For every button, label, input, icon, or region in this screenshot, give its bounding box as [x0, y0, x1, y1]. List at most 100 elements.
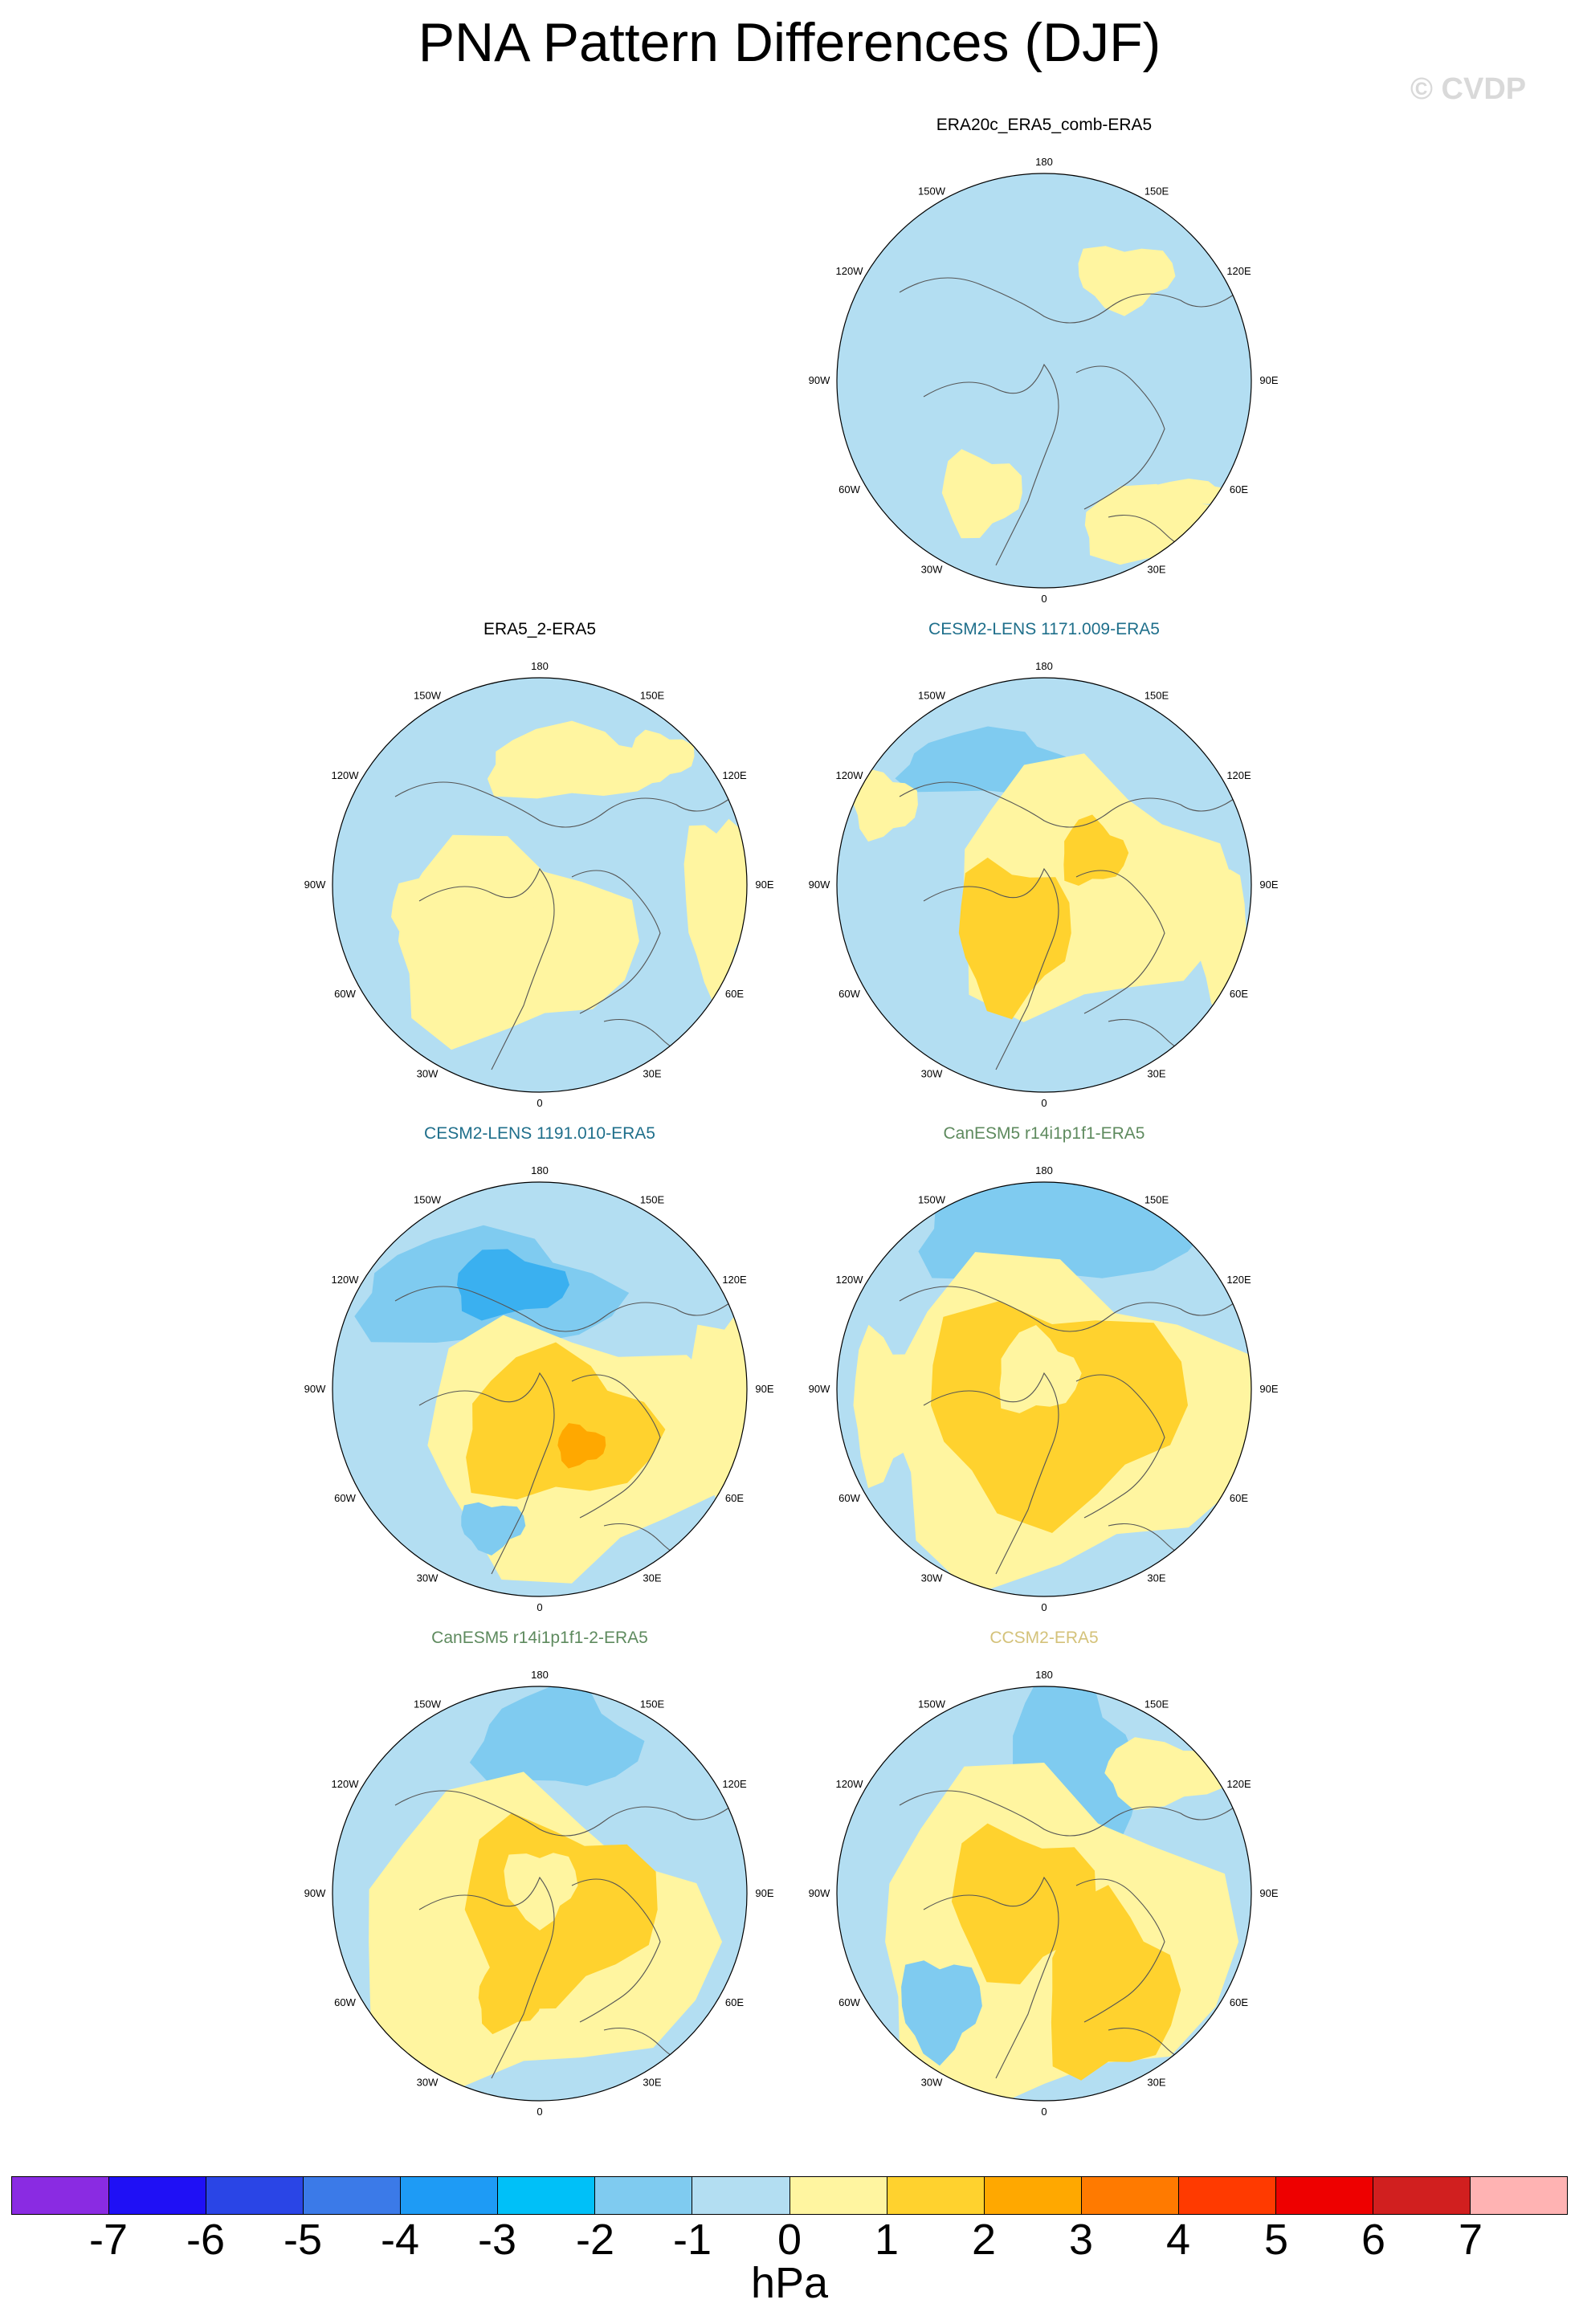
contour-region	[391, 875, 536, 966]
longitude-label: 30E	[643, 2077, 661, 2089]
colorbar-box	[12, 2177, 110, 2214]
map-border	[332, 1181, 748, 1597]
longitude-label: 30E	[1147, 1068, 1165, 1080]
longitude-label: 150E	[640, 1193, 665, 1205]
polar-map: 180 0 150W 150E 120W 120E 90W 90E 60W 60E 30W 30E	[304, 1164, 774, 1613]
longitude-label: 0	[537, 2106, 542, 2118]
contour-region	[1051, 1885, 1181, 2081]
longitude-label: 150W	[918, 1193, 946, 1205]
longitude-label: 120E	[1226, 1778, 1251, 1790]
coastline	[899, 277, 1238, 566]
colorbar-box	[984, 2177, 1082, 2214]
coastline	[394, 781, 733, 1070]
longitude-label: 120E	[1226, 1274, 1251, 1286]
longitude-label: 60E	[725, 1996, 744, 2008]
longitude-label: 120E	[722, 769, 747, 781]
watermark: © CVDP	[1410, 72, 1527, 106]
contour-region	[683, 818, 747, 1010]
map-panel-2: ERA5_2-ERA5 180 0 150W 150E 120W 120E 90W 90E 60…	[299, 620, 781, 1134]
longitude-label: 120E	[1226, 769, 1251, 781]
colorbar-box	[887, 2177, 985, 2214]
colorbar-tick: -5	[283, 2216, 323, 2264]
longitude-label: 30W	[921, 1068, 943, 1080]
longitude-label: 30W	[921, 564, 943, 576]
contour-region	[557, 1423, 606, 1469]
longitude-label: 120W	[836, 1778, 864, 1790]
map-field	[837, 678, 1251, 1092]
colorbar-tick: -3	[477, 2216, 517, 2264]
polar-map: 180 0 150W 150E 120W 120E 90W 90E 60W 60E 30W 30E	[809, 1669, 1279, 2118]
map-border	[332, 1686, 748, 2102]
longitude-label: 0	[1041, 1097, 1047, 1109]
map-panel-7: CCSM2-ERA5 180 0 150W 150E 120W 120E 90W 90E 60W…	[803, 1629, 1285, 2143]
contour-region	[918, 1182, 1208, 1280]
longitude-label: 30W	[417, 2077, 439, 2089]
map-border	[836, 1686, 1252, 2102]
contour-region	[1078, 246, 1176, 316]
polar-map: 180 0 150W 150E 120W 120E 90W 90E 60W 60E 30W 30E	[809, 156, 1279, 605]
contour-region	[466, 1342, 666, 1500]
longitude-label: 90E	[1259, 374, 1278, 386]
panel-title: CESM2-LENS 1171.009-ERA5	[928, 620, 1160, 638]
map-border	[836, 173, 1252, 589]
colorbar-tick: -6	[186, 2216, 226, 2264]
polar-map: 180 0 150W 150E 120W 120E 90W 90E 60W 60E 30W 30E	[304, 1669, 774, 2118]
panel-title: ERA5_2-ERA5	[483, 620, 597, 638]
map-field	[333, 678, 747, 1092]
longitude-label: 120W	[836, 265, 864, 277]
contour-region	[461, 1502, 526, 1555]
contour-region	[931, 1301, 1188, 1533]
longitude-label: 90E	[755, 879, 773, 891]
longitude-label: 30W	[417, 1572, 439, 1584]
longitude-label: 30E	[643, 1572, 661, 1584]
colorbar-box	[109, 2177, 207, 2214]
longitude-label: 120W	[332, 1274, 360, 1286]
colorbar-box	[1275, 2177, 1373, 2214]
longitude-label: 180	[1035, 660, 1053, 672]
longitude-label: 150W	[414, 1698, 442, 1710]
map-field	[837, 1686, 1251, 2101]
coastline	[899, 1286, 1238, 1575]
panel-title: CanESM5 r14i1p1f1-2-ERA5	[431, 1629, 648, 1647]
colorbar-box	[1470, 2177, 1567, 2214]
colorbar-box	[790, 2177, 887, 2214]
map-field	[837, 1182, 1251, 1596]
longitude-label: 60W	[838, 1996, 860, 2008]
longitude-label: 60W	[838, 483, 860, 495]
polar-map: 180 0 150W 150E 120W 120E 90W 90E 60W 60E 30W 30E	[809, 660, 1279, 1109]
contour-region	[958, 857, 1071, 1020]
map-panel-4: CESM2-LENS 1191.010-ERA5 180 0 150W 150E 120…	[299, 1124, 781, 1638]
colorbar-tick: -7	[88, 2216, 129, 2264]
contour-region	[478, 1962, 543, 2035]
longitude-label: 30E	[643, 1068, 661, 1080]
contour-region	[853, 769, 918, 842]
longitude-label: 90E	[1259, 879, 1278, 891]
longitude-label: 30W	[417, 1068, 439, 1080]
longitude-label: 90E	[1259, 1383, 1278, 1395]
colorbar-tick: 7	[1458, 2216, 1483, 2264]
contour-region	[901, 1960, 982, 2066]
longitude-label: 90W	[304, 1383, 326, 1395]
colorbar-tick: 6	[1361, 2216, 1386, 2264]
longitude-label: 180	[1035, 1669, 1053, 1681]
panel-title: ERA20c_ERA5_comb-ERA5	[936, 116, 1153, 134]
colorbar-box	[1178, 2177, 1276, 2214]
colorbar-units: hPa	[750, 2259, 829, 2307]
longitude-label: 180	[1035, 156, 1053, 168]
map-field	[333, 1686, 747, 2101]
longitude-label: 60E	[725, 988, 744, 1000]
longitude-label: 120W	[836, 769, 864, 781]
longitude-label: 150E	[1144, 185, 1169, 197]
longitude-label: 120W	[332, 1778, 360, 1790]
longitude-label: 60W	[334, 1996, 356, 2008]
longitude-label: 90E	[755, 1887, 773, 1899]
longitude-label: 60W	[838, 988, 860, 1000]
colorbar-box	[206, 2177, 304, 2214]
longitude-label: 90W	[809, 1887, 830, 1899]
map-border	[332, 677, 748, 1093]
map-field	[333, 1182, 747, 1596]
longitude-label: 90W	[809, 1383, 830, 1395]
longitude-label: 60W	[334, 988, 356, 1000]
longitude-label: 90W	[304, 879, 326, 891]
colorbar-box	[595, 2177, 693, 2214]
